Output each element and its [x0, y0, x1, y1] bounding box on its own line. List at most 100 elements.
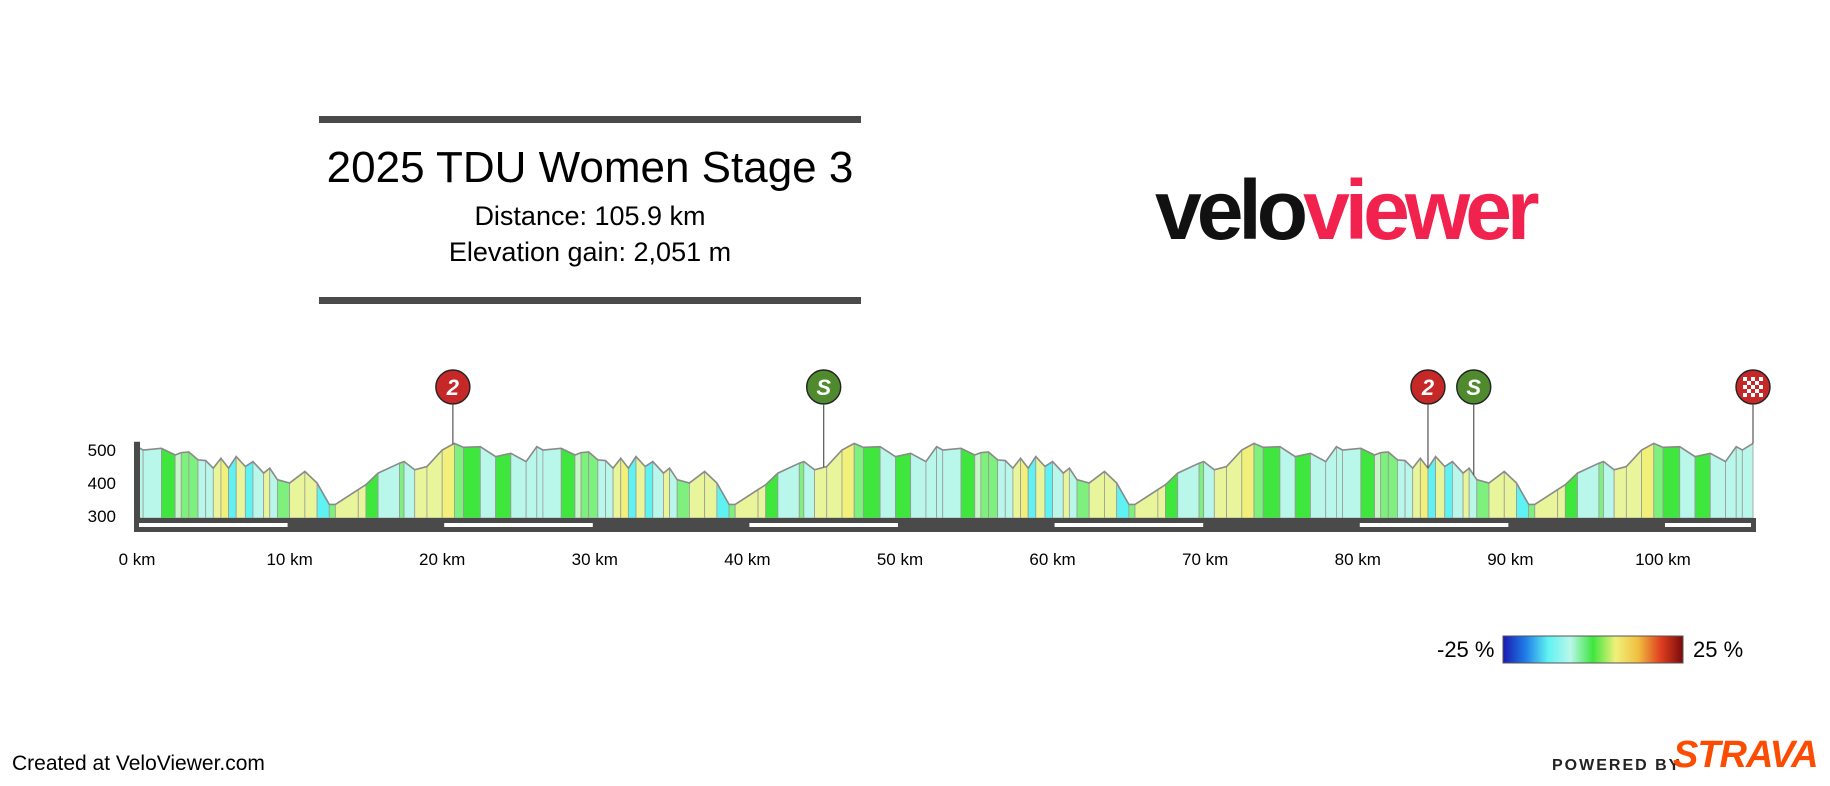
- gradient-scale-min-label: -25 %: [1437, 637, 1495, 662]
- finish-flag-square: [1751, 385, 1755, 389]
- profile-segment: [399, 460, 405, 519]
- profile-segment: [676, 479, 690, 519]
- profile-segment: [1226, 448, 1243, 519]
- profile-segment: [1052, 460, 1064, 519]
- profile-segment: [1279, 445, 1296, 519]
- profile-segment: [252, 460, 265, 519]
- x-tick-label: 10 km: [266, 550, 312, 569]
- profile-segment: [1360, 447, 1375, 519]
- profile-segment: [803, 460, 815, 519]
- profile-segment: [1336, 446, 1343, 519]
- distance-label: Distance: 105.9 km: [474, 201, 706, 231]
- profile-segment: [1468, 466, 1478, 519]
- profile-segment: [942, 447, 962, 519]
- marker-label: S: [1466, 375, 1481, 400]
- axis-stripe: [139, 523, 288, 527]
- profile-segment: [689, 470, 706, 519]
- finish-flag-square: [1759, 393, 1763, 397]
- profile-segment: [1462, 467, 1470, 519]
- profile-segment: [1342, 447, 1362, 519]
- profile-segment: [704, 470, 718, 519]
- profile-segment: [1241, 442, 1255, 519]
- profile-segment: [1534, 488, 1559, 519]
- profile-segment: [1134, 488, 1159, 519]
- created-at-label: Created at VeloViewer.com: [12, 752, 265, 775]
- profile-segment: [1213, 465, 1227, 519]
- profile-segment: [1068, 466, 1078, 519]
- profile-segment: [910, 452, 927, 519]
- profile-segment: [263, 467, 271, 519]
- profile-segment: [980, 451, 989, 519]
- profile-segment: [1088, 470, 1105, 519]
- profile-segment: [328, 504, 336, 519]
- profile-segment: [814, 465, 828, 519]
- profile-segment: [1380, 451, 1389, 519]
- profile-segment: [334, 488, 359, 519]
- profile-segment: [1374, 452, 1382, 519]
- finish-flag-square: [1759, 377, 1763, 381]
- profile-segment: [510, 452, 527, 519]
- axis-stripe: [1054, 523, 1204, 527]
- axis-stripe: [749, 523, 898, 527]
- profile-segment: [1203, 460, 1215, 519]
- x-tick-label: 80 km: [1335, 550, 1381, 569]
- kom-marker: [435, 369, 471, 405]
- x-tick-label: 90 km: [1487, 550, 1533, 569]
- profile-segment: [728, 504, 736, 519]
- x-tick-label: 40 km: [724, 550, 770, 569]
- marker-label: 2: [446, 375, 460, 400]
- profile-segment: [734, 488, 759, 519]
- profile-segment: [605, 459, 614, 519]
- profile-segment: [936, 446, 944, 519]
- profile-segment: [1062, 467, 1070, 519]
- elevation-gain-label: Elevation gain: 2,051 m: [448, 237, 732, 267]
- finish-flag-square: [1743, 393, 1747, 397]
- x-tick-label: 60 km: [1029, 550, 1075, 569]
- profile-segment: [652, 460, 664, 519]
- x-tick-label: 30 km: [572, 550, 618, 569]
- profile-segment: [1044, 460, 1053, 519]
- profile-segment: [1444, 460, 1453, 519]
- finish-flag-square: [1751, 377, 1755, 381]
- profile-segment: [1198, 460, 1205, 519]
- profile-segment: [525, 445, 538, 519]
- profile-segment: [925, 445, 938, 519]
- profile-segment: [853, 442, 864, 519]
- profile-segment: [1294, 452, 1311, 519]
- profile-segment: [1387, 451, 1398, 519]
- profile-segment: [560, 447, 576, 519]
- profile-segment: [403, 460, 416, 519]
- veloviewer-logo: veloviewer: [1155, 160, 1540, 260]
- profile-segment: [841, 442, 855, 519]
- kom-marker: [1410, 369, 1446, 405]
- profile-segment: [1709, 452, 1726, 519]
- x-tick-label: 70 km: [1182, 550, 1228, 569]
- profile-segment: [174, 452, 182, 519]
- y-tick-label: 400: [88, 474, 116, 493]
- profile-segment: [289, 470, 306, 519]
- finish-flag-square: [1755, 381, 1759, 385]
- profile-segment: [1653, 442, 1664, 519]
- axis-stripe: [444, 523, 593, 527]
- x-tick-label: 20 km: [419, 550, 465, 569]
- finish-flag-square: [1743, 377, 1747, 381]
- profile-segment: [304, 470, 318, 519]
- profile-segment: [798, 460, 805, 519]
- profile-segment: [205, 459, 214, 519]
- profile-segment: [1404, 459, 1414, 519]
- profile-segment: [574, 452, 582, 519]
- profile-segment: [536, 446, 544, 519]
- profile-segment: [588, 451, 599, 519]
- profile-segment: [580, 451, 590, 519]
- finish-flag-square: [1755, 389, 1759, 393]
- profile-segment: [663, 467, 670, 519]
- logo-part-viewer: viewer: [1303, 163, 1540, 257]
- profile-segment: [161, 447, 176, 519]
- profile-segment: [1488, 470, 1505, 519]
- profile-segment: [441, 442, 455, 519]
- gradient-scale-bar: [1502, 635, 1684, 664]
- profile-segment: [879, 445, 896, 519]
- profile-segment: [1104, 470, 1118, 519]
- finish-flag-square: [1751, 393, 1755, 397]
- profile-segment: [1641, 442, 1655, 519]
